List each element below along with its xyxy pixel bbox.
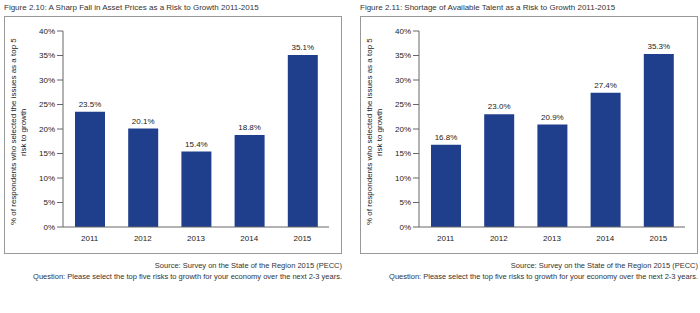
svg-text:2012: 2012: [490, 234, 508, 243]
svg-text:25%: 25%: [39, 100, 55, 109]
svg-text:2014: 2014: [596, 234, 614, 243]
svg-text:35.1%: 35.1%: [291, 43, 314, 52]
svg-text:10%: 10%: [395, 174, 411, 183]
svg-text:15.4%: 15.4%: [185, 140, 208, 149]
svg-text:35.3%: 35.3%: [647, 42, 670, 51]
html-text:Question: Please select the to: Question: Please select the top five ris…: [33, 272, 342, 281]
html-text:Source: Survey on the State of: Source: Survey on the State of the Regio…: [154, 261, 342, 270]
svg-text:5%: 5%: [43, 198, 55, 207]
svg-text:30%: 30%: [39, 76, 55, 85]
svg-text:2013: 2013: [187, 234, 205, 243]
svg-text:15%: 15%: [395, 149, 411, 158]
svg-text:2015: 2015: [294, 234, 312, 243]
svg-text:40%: 40%: [395, 27, 411, 36]
svg-text:2014: 2014: [240, 234, 258, 243]
svg-text:16.8%: 16.8%: [435, 133, 458, 142]
svg-text:23.5%: 23.5%: [79, 100, 102, 109]
html-text:Source: Survey on the State of: Source: Survey on the State of the Regio…: [510, 261, 698, 270]
svg-text:2013: 2013: [543, 234, 561, 243]
svg-text:2011: 2011: [81, 234, 99, 243]
svg-text:10%: 10%: [39, 174, 55, 183]
html-text:Figure 2.10: A Sharp Fall in A: Figure 2.10: A Sharp Fall in Asset Price…: [4, 3, 259, 12]
svg-text:2012: 2012: [134, 234, 152, 243]
svg-text:20%: 20%: [39, 125, 55, 134]
svg-text:20%: 20%: [395, 125, 411, 134]
svg-text:0%: 0%: [399, 223, 411, 232]
html-text:Figure 2.11: Shortage of Avail: Figure 2.11: Shortage of Available Talen…: [360, 3, 616, 12]
svg-text:25%: 25%: [395, 100, 411, 109]
svg-text:2011: 2011: [437, 234, 455, 243]
svg-text:35%: 35%: [395, 51, 411, 60]
html-text:Question: Please select the to: Question: Please select the top five ris…: [389, 272, 698, 281]
svg-text:2015: 2015: [650, 234, 668, 243]
svg-text:23.0%: 23.0%: [488, 102, 511, 111]
html-text:% of respondents who selected: % of respondents who selected the issues…: [9, 38, 28, 226]
svg-text:18.8%: 18.8%: [238, 123, 261, 132]
svg-text:35%: 35%: [39, 51, 55, 60]
svg-text:20.9%: 20.9%: [541, 113, 564, 122]
svg-text:15%: 15%: [39, 149, 55, 158]
svg-text:20.1%: 20.1%: [132, 117, 155, 126]
html-text:% of respondents who selected: % of respondents who selected the issues…: [365, 38, 384, 226]
svg-text:27.4%: 27.4%: [594, 81, 617, 90]
svg-text:5%: 5%: [399, 198, 411, 207]
svg-text:0%: 0%: [43, 223, 55, 232]
svg-text:30%: 30%: [395, 76, 411, 85]
svg-text:40%: 40%: [39, 27, 55, 36]
